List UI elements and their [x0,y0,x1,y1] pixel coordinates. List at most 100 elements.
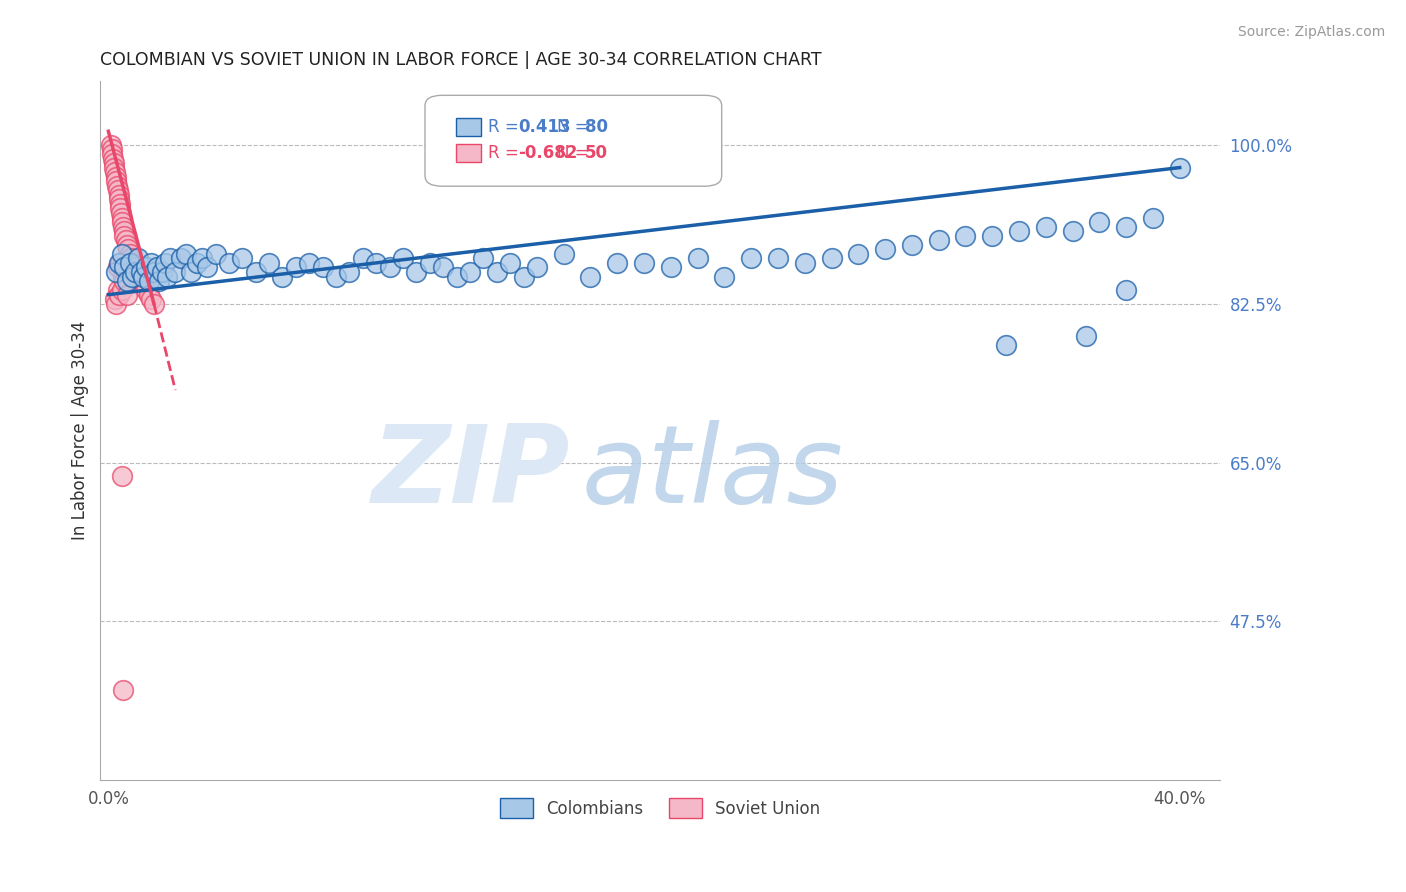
Point [325,269,347,284]
Text: -0.682: -0.682 [517,144,578,161]
Point [392,252,415,266]
Point [104,292,127,306]
Point [115,274,138,288]
Point [686,252,709,266]
Point [1168,161,1191,175]
Point [105,265,128,279]
Point [129,274,152,288]
Text: 0.413: 0.413 [517,118,571,136]
Point [633,256,655,270]
Point [129,265,152,279]
Point [114,274,136,288]
Point [1115,283,1137,297]
Point [170,252,193,266]
Text: 50: 50 [585,144,609,161]
Point [141,292,163,306]
Point [793,256,815,270]
Point [1035,219,1057,234]
Text: atlas: atlas [582,420,844,525]
Point [148,274,170,288]
Point [901,237,924,252]
Point [118,256,141,270]
Point [204,247,226,261]
Point [311,260,333,275]
Text: R =: R = [488,118,519,136]
Point [186,256,208,270]
Y-axis label: In Labor Force | Age 30-34: In Labor Force | Age 30-34 [72,321,89,541]
Point [114,233,136,247]
Point [118,247,141,261]
Point [108,256,131,270]
Point [145,260,167,275]
Point [218,256,240,270]
Point [553,247,575,261]
Point [298,256,321,270]
Text: R =: R = [488,144,519,161]
Point [121,269,143,284]
Point [114,265,136,279]
Point [105,297,128,311]
Point [104,165,127,179]
Point [472,252,495,266]
Point [231,252,253,266]
Point [174,247,197,261]
Point [526,260,548,275]
Point [153,256,176,270]
Point [197,260,219,275]
Point [105,178,128,193]
Point [115,237,138,252]
Point [165,265,187,279]
Text: ZIP: ZIP [373,420,571,525]
Point [156,269,179,284]
Point [111,215,134,229]
Text: COLOMBIAN VS SOVIET UNION IN LABOR FORCE | AGE 30-34 CORRELATION CHART: COLOMBIAN VS SOVIET UNION IN LABOR FORCE… [100,51,823,69]
Point [142,297,165,311]
Point [110,202,132,216]
Point [150,265,173,279]
FancyBboxPatch shape [425,95,721,186]
Point [108,197,131,211]
Point [928,233,950,247]
Point [104,169,127,184]
Point [114,260,136,275]
Point [127,269,149,284]
Point [405,265,427,279]
Point [284,260,307,275]
Point [107,187,129,202]
Point [955,228,977,243]
Point [740,252,762,266]
Point [432,260,454,275]
Point [103,161,125,175]
Point [159,252,181,266]
Point [110,256,132,270]
Point [846,247,869,261]
Point [499,256,522,270]
Point [107,183,129,197]
Point [120,252,142,266]
Point [103,156,125,170]
Point [352,252,374,266]
Point [101,147,124,161]
Point [142,265,165,279]
Point [1062,224,1084,238]
Point [135,260,157,275]
Point [111,211,134,225]
Point [100,143,122,157]
Point [446,269,468,284]
Point [114,228,136,243]
Point [485,265,508,279]
Point [419,256,441,270]
Point [103,152,125,166]
Point [112,224,135,238]
Point [112,219,135,234]
Point [138,287,160,301]
Point [115,287,138,301]
Point [132,269,155,284]
Point [1115,219,1137,234]
Point [1088,215,1111,229]
Bar [457,118,481,136]
Point [117,274,139,288]
Point [100,137,122,152]
Point [713,269,735,284]
Point [138,274,160,288]
